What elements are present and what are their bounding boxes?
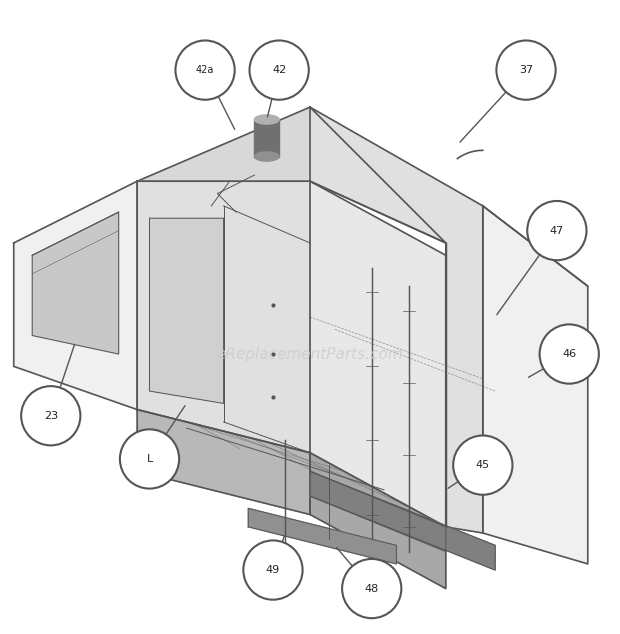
- Text: eReplacementParts.com: eReplacementParts.com: [216, 347, 404, 361]
- Polygon shape: [149, 218, 224, 403]
- Polygon shape: [32, 212, 118, 354]
- Circle shape: [497, 41, 556, 100]
- Text: 37: 37: [519, 65, 533, 75]
- Polygon shape: [310, 107, 483, 533]
- Circle shape: [21, 386, 81, 445]
- Text: L: L: [146, 454, 153, 464]
- Text: 49: 49: [266, 565, 280, 575]
- Polygon shape: [483, 206, 588, 564]
- Polygon shape: [310, 453, 446, 588]
- Text: 23: 23: [43, 411, 58, 421]
- Polygon shape: [137, 410, 310, 515]
- Circle shape: [249, 41, 309, 100]
- Circle shape: [342, 559, 401, 618]
- Text: 47: 47: [550, 226, 564, 236]
- Polygon shape: [137, 181, 310, 453]
- Polygon shape: [14, 181, 137, 410]
- Polygon shape: [137, 107, 446, 243]
- Polygon shape: [248, 508, 396, 564]
- Polygon shape: [310, 471, 495, 570]
- Text: 42: 42: [272, 65, 286, 75]
- Ellipse shape: [254, 152, 279, 161]
- Ellipse shape: [254, 115, 279, 124]
- Polygon shape: [310, 471, 446, 552]
- Circle shape: [539, 325, 599, 384]
- Polygon shape: [254, 119, 279, 157]
- Circle shape: [175, 41, 235, 100]
- Text: 48: 48: [365, 583, 379, 593]
- Polygon shape: [310, 181, 446, 527]
- Text: 45: 45: [476, 460, 490, 470]
- Circle shape: [527, 201, 587, 260]
- Circle shape: [453, 436, 513, 495]
- Circle shape: [243, 540, 303, 600]
- Text: 42a: 42a: [196, 65, 215, 75]
- Circle shape: [120, 429, 179, 489]
- Text: 46: 46: [562, 349, 577, 359]
